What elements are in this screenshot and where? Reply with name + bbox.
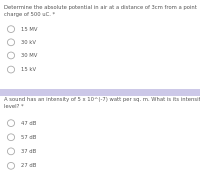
Text: 30 kV: 30 kV (21, 40, 36, 45)
Text: Determine the absolute potential in air at a distance of 3cm from a point
charge: Determine the absolute potential in air … (4, 5, 197, 17)
Text: 15 kV: 15 kV (21, 67, 36, 72)
Text: 47 dB: 47 dB (21, 121, 36, 126)
Text: 37 dB: 37 dB (21, 149, 36, 154)
FancyBboxPatch shape (0, 92, 200, 188)
Text: 30 MV: 30 MV (21, 53, 37, 58)
Text: A sound has an intensity of 5 x 10^(-7) watt per sq. m. What is its intensity
le: A sound has an intensity of 5 x 10^(-7) … (4, 97, 200, 109)
FancyBboxPatch shape (0, 0, 200, 92)
Text: 57 dB: 57 dB (21, 135, 36, 140)
Text: 15 MV: 15 MV (21, 27, 38, 32)
Text: 27 dB: 27 dB (21, 163, 36, 168)
